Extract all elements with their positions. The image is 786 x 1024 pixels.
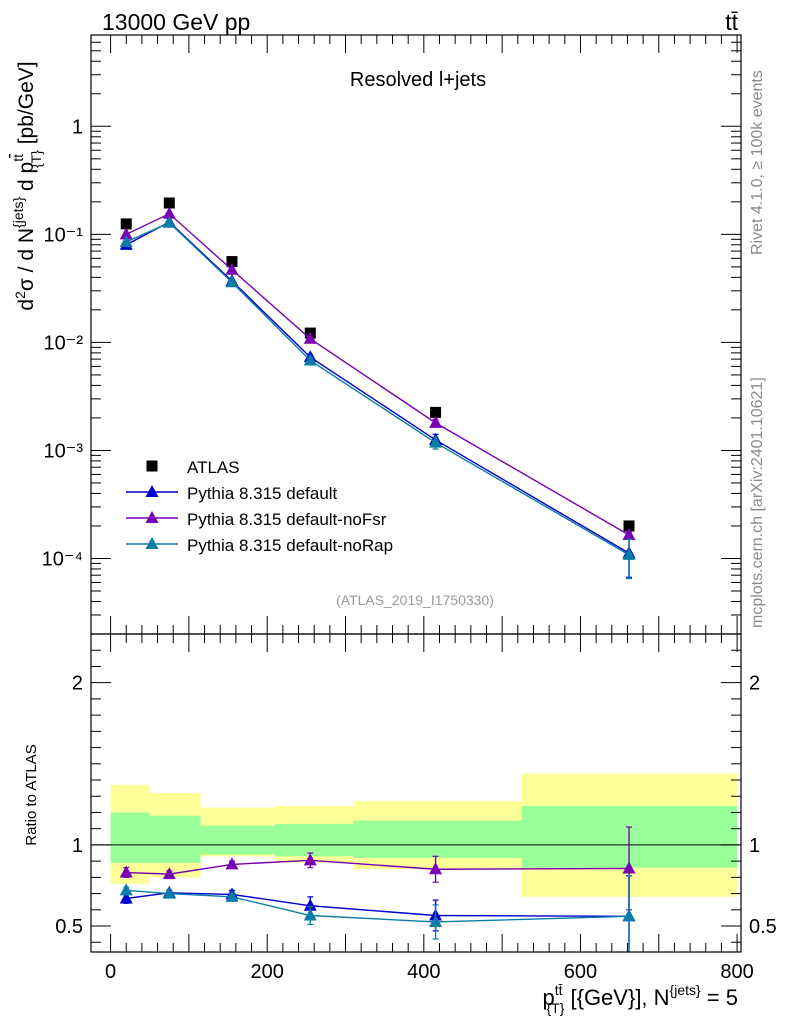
band-inner-2: [200, 825, 276, 855]
legend-label-pythia-8-315-default-nofsr: Pythia 8.315 default-noFsr: [187, 510, 387, 529]
ratio-series-pythia-8-315-default-norap: [119, 875, 636, 952]
ratio-marker-pythia-8-315-default-nofsr-1: [162, 867, 176, 880]
rivet-label: Rivet 4.1.0, ≥ 100k events: [749, 70, 766, 255]
plot-title: Resolved l+jets: [350, 69, 486, 91]
ratio-plot-area: [119, 826, 636, 952]
series-atlas: [120, 197, 635, 532]
ratio-line-pythia-8-315-default-norap: [126, 889, 630, 923]
marker-pythia-8-315-default-norap-0: [119, 234, 133, 247]
marker-pythia-8-315-default-nofsr-0: [119, 227, 133, 240]
ratio-axes: 0.5 0.5 1 1 2 2 0 200 400 600 800: [55, 634, 777, 983]
legend-marker-pythia-8-315-default: [145, 485, 159, 497]
marker-atlas-2: [226, 256, 238, 268]
ratio-x-tick-label-2: 400: [407, 961, 440, 983]
band-inner-3: [275, 823, 354, 857]
ratio-marker-pythia-8-315-default-norap-5: [622, 909, 636, 922]
ratio-series-pythia-8-315-default-nofsr: [119, 826, 636, 911]
legend-marker-pythia-8-315-default-nofsr: [145, 511, 159, 523]
ratio-y-tick-label-0: 0.5: [55, 916, 83, 938]
main-y-axis-label: d2σ / d N{jets} d ptt {T} [pb/GeV]: [10, 61, 44, 310]
marker-atlas-1: [163, 197, 175, 209]
main-y-tick-label-1: 10⁻³: [44, 440, 84, 462]
marker-pythia-8-315-default-norap-3: [303, 353, 317, 366]
line-pythia-8-315-default: [125, 221, 630, 554]
main-y-tick-label-4: 1: [72, 116, 83, 138]
ratio-marker-pythia-8-315-default-3: [303, 898, 317, 911]
ratio-y-tick-label-right-1: 1: [749, 835, 760, 857]
marker-pythia-8-315-default-nofsr-5: [622, 527, 636, 540]
ratio-marker-pythia-8-315-default-norap-3: [303, 908, 317, 921]
band-inner-1: [149, 815, 201, 863]
line-pythia-8-315-default-nofsr: [125, 212, 630, 536]
legend-label-atlas: ATLAS: [187, 458, 240, 477]
main-y-tick-label-3: 10⁻¹: [44, 224, 84, 246]
ratio-x-tick-label-0: 0: [105, 961, 116, 983]
ratio-panel-frame: [90, 633, 742, 953]
marker-pythia-8-315-default-nofsr-3: [303, 331, 317, 344]
ratio-panel-background: [91, 773, 741, 897]
ratio-marker-pythia-8-315-default-norap-4: [429, 914, 443, 927]
marker-pythia-8-315-default-nofsr-2: [225, 262, 239, 275]
marker-pythia-8-315-default-norap-5: [622, 547, 636, 560]
legend-marker-atlas: [146, 460, 158, 472]
marker-pythia-8-315-default-norap-2: [225, 275, 239, 288]
ratio-marker-pythia-8-315-default-norap-1: [162, 886, 176, 899]
ratio-y-tick-label-right-2: 2: [749, 673, 760, 695]
marker-pythia-8-315-default-nofsr-4: [429, 415, 443, 428]
series-pythia-8-315-default-nofsr: [119, 206, 636, 540]
main-plot-area: [119, 197, 636, 580]
ratio-x-tick-label-4: 800: [720, 961, 753, 983]
ratio-marker-pythia-8-315-default-nofsr-2: [225, 857, 239, 870]
ratio-marker-pythia-8-315-default-0: [119, 891, 133, 904]
legend: ATLAS Pythia 8.315 default Pythia 8.315 de…: [126, 458, 393, 555]
ratio-y-axis-label: Ratio to ATLAS: [23, 744, 40, 845]
main-y-tick-label-2: 10⁻²: [44, 332, 84, 354]
ratio-marker-pythia-8-315-default-nofsr-0: [119, 865, 133, 878]
legend-marker-pythia-8-315-default-norap: [145, 537, 159, 549]
ratio-marker-pythia-8-315-default-norap-0: [119, 883, 133, 896]
ratio-y-tick-label-right-0: 0.5: [749, 916, 777, 938]
ratio-marker-pythia-8-315-default-norap-2: [225, 889, 239, 902]
marker-pythia-8-315-default-norap-4: [429, 435, 443, 448]
analysis-tag: (ATLAS_2019_I1750330): [336, 592, 494, 608]
process-label: tt̄: [725, 9, 738, 35]
band-inner-0: [110, 812, 150, 863]
band-inner-4: [353, 820, 522, 858]
main-axes: 10⁻⁴ 10⁻³ 10⁻² 10⁻¹ 1: [42, 34, 741, 635]
line-pythia-8-315-default-norap: [125, 221, 630, 556]
marker-atlas-4: [430, 406, 442, 418]
ratio-marker-pythia-8-315-default-nofsr-3: [303, 853, 317, 866]
main-y-tick-label-0: 10⁻⁴: [42, 548, 83, 570]
ratio-marker-pythia-8-315-default-nofsr-5: [622, 861, 636, 874]
marker-pythia-8-315-default-nofsr-1: [162, 206, 176, 219]
legend-label-pythia-8-315-default: Pythia 8.315 default: [187, 484, 338, 503]
ratio-line-pythia-8-315-default-nofsr: [126, 859, 630, 875]
energy-label: 13000 GeV pp: [102, 9, 250, 35]
marker-atlas-0: [120, 218, 132, 230]
marker-atlas-5: [623, 520, 635, 532]
marker-pythia-8-315-default-norap-1: [162, 215, 176, 228]
series-pythia-8-315-default-norap: [119, 215, 636, 580]
ratio-x-tick-label-1: 200: [251, 961, 284, 983]
ratio-y-tick-label-1: 1: [72, 835, 83, 857]
legend-label-pythia-8-315-default-norap: Pythia 8.315 default-noRap: [187, 536, 393, 555]
ratio-x-axis-label: ptt̄ {T} [{GeV}], N{jets} = 5: [542, 982, 738, 1016]
ratio-y-tick-label-2: 2: [72, 673, 83, 695]
ratio-marker-pythia-8-315-default-nofsr-4: [429, 862, 443, 875]
ratio-x-tick-label-3: 600: [564, 961, 597, 983]
mcplots-label: mcplots.cern.ch [arXiv:2401.10621]: [749, 377, 766, 628]
